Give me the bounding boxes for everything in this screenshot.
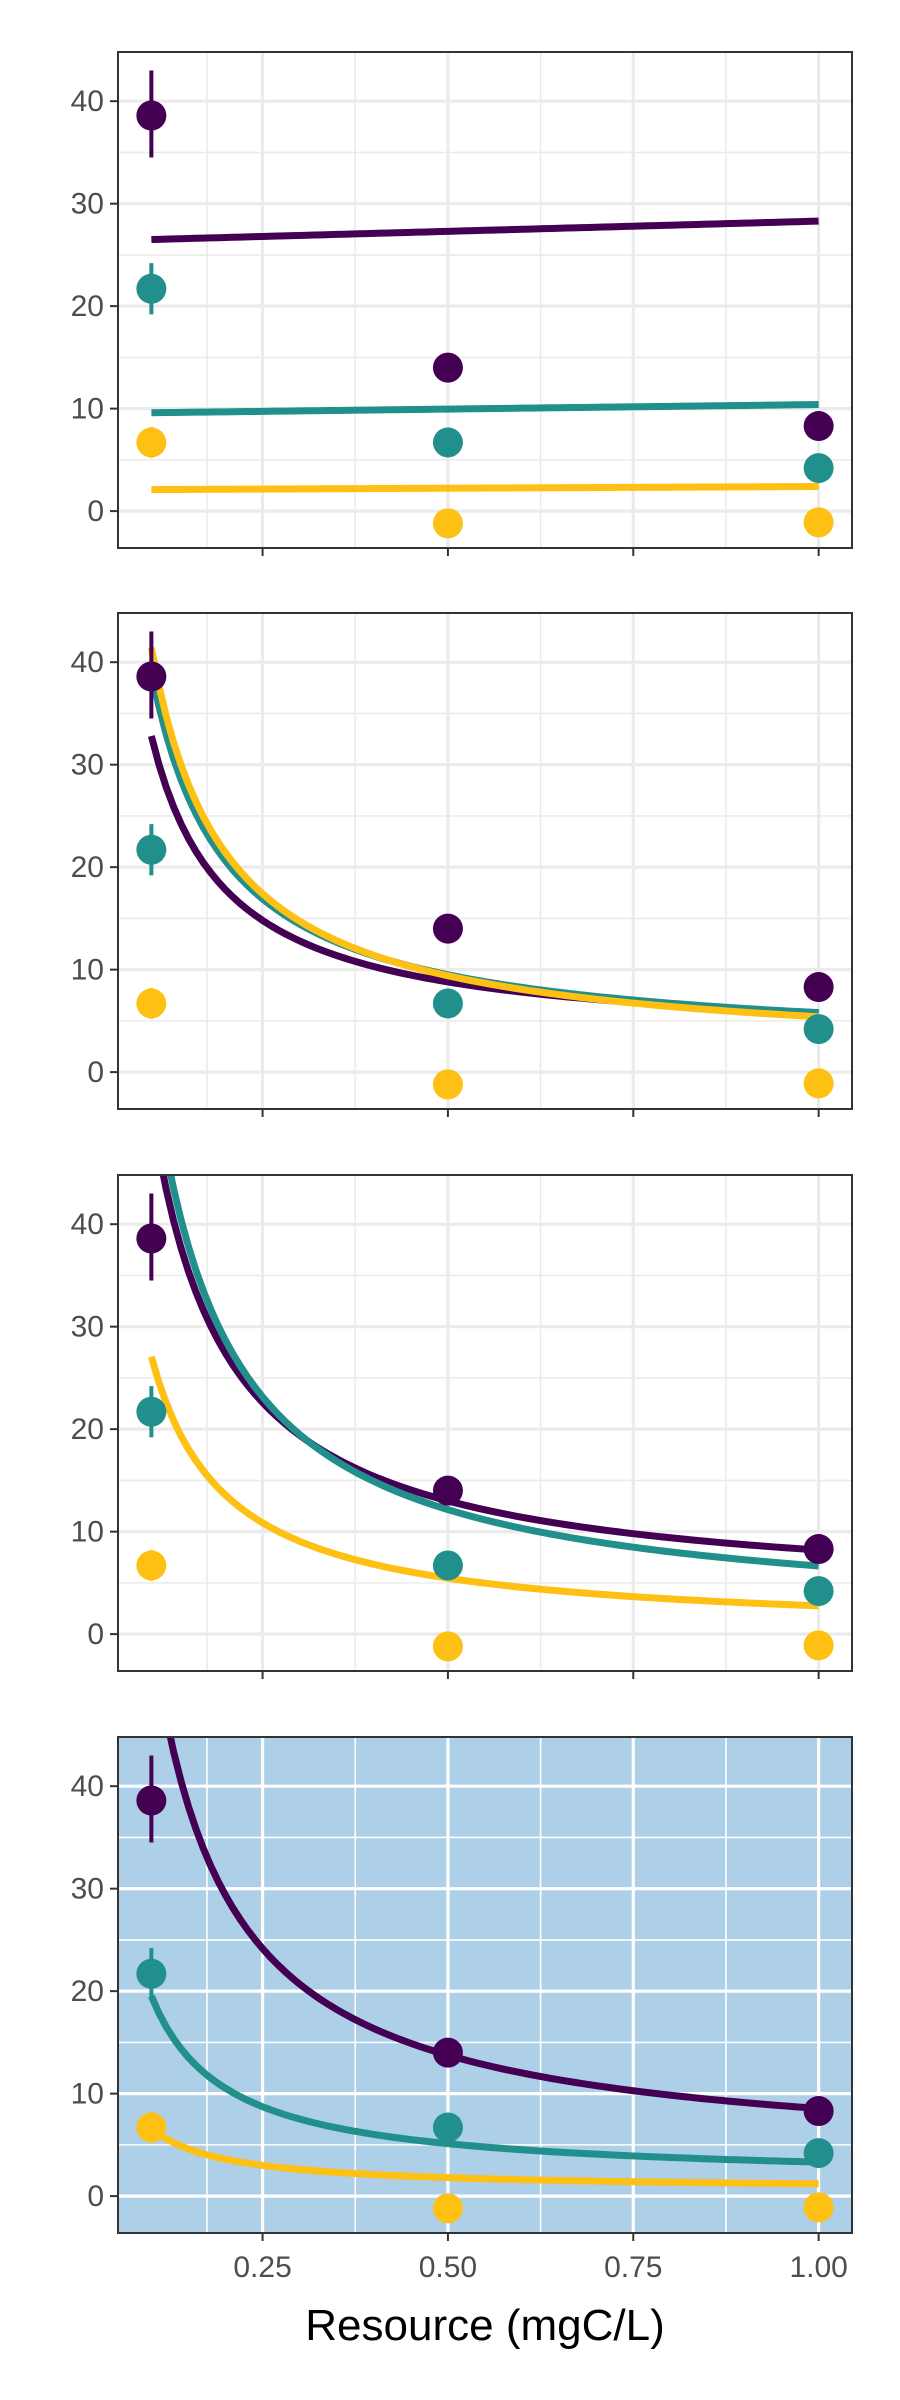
panel-border <box>117 1174 853 1672</box>
y-tick-label: 30 <box>71 1311 104 1344</box>
fit-curve-purple <box>166 1737 819 2112</box>
fit-curve-purple <box>151 217 819 244</box>
y-tick-label: 20 <box>71 1413 104 1446</box>
data-point-teal <box>432 2112 463 2143</box>
y-tick-label: 0 <box>87 1618 104 1651</box>
panel-3: 0 10 20 30 40 <box>71 1174 853 1679</box>
panel-background <box>118 613 852 1109</box>
y-tick-label: 20 <box>71 1975 104 2008</box>
data-point-teal <box>136 273 167 304</box>
panel-4: 0 10 20 30 40 <box>71 1736 853 2241</box>
y-tick-label: 20 <box>71 851 104 884</box>
data-point-purple <box>432 913 463 944</box>
panel-curves <box>147 647 819 1021</box>
data-point-purple <box>803 2096 834 2127</box>
panel-grid <box>118 1737 852 2233</box>
y-tick-label: 0 <box>87 1056 104 1089</box>
data-point-purple <box>136 1785 167 1816</box>
data-point-yellow <box>136 1550 167 1581</box>
panel-points <box>136 70 834 539</box>
panel-1: 0 10 20 30 40 <box>71 51 853 556</box>
fit-curve-yellow <box>148 1355 819 1610</box>
y-tick-label: 0 <box>87 2180 104 2213</box>
x-tick-label: 0.25 <box>233 2251 291 2284</box>
data-point-purple <box>136 1223 167 1254</box>
fit-curve-purple <box>159 1175 819 1554</box>
panel-background <box>118 1175 852 1671</box>
y-tick-label: 10 <box>71 393 104 426</box>
fit-curve-teal <box>148 1994 819 2166</box>
data-point-purple <box>432 2037 463 2068</box>
data-point-yellow <box>432 508 463 539</box>
fit-curve-teal <box>151 401 819 417</box>
data-point-teal <box>803 1576 834 1607</box>
x-axis-title: Resource (mgC/L) <box>305 2301 664 2350</box>
y-tick-label: 30 <box>71 749 104 782</box>
x-tick-label: 0.50 <box>419 2251 477 2284</box>
y-tick-label: 40 <box>71 646 104 679</box>
data-point-purple <box>136 661 167 692</box>
panel-2: 0 10 20 30 40 <box>71 612 853 1117</box>
data-point-teal <box>432 988 463 1019</box>
data-point-yellow <box>803 2192 834 2223</box>
y-tick-label: 30 <box>71 188 104 221</box>
panel-border <box>117 51 853 549</box>
data-point-yellow <box>136 2112 167 2143</box>
data-point-teal <box>136 1958 167 1989</box>
fit-curve-yellow <box>149 2125 819 2188</box>
data-point-yellow <box>136 988 167 1019</box>
x-axis: 0.25 0.50 0.75 1.00 <box>233 2251 847 2284</box>
x-tick-label: 1.00 <box>789 2251 847 2284</box>
data-point-teal <box>136 834 167 865</box>
data-point-yellow <box>803 507 834 538</box>
y-tick-label: 40 <box>71 85 104 118</box>
panel-grid <box>118 1175 852 1671</box>
data-point-teal <box>136 1396 167 1427</box>
panel-background <box>118 52 852 548</box>
y-tick-label: 20 <box>71 290 104 323</box>
data-point-yellow <box>432 2193 463 2224</box>
data-point-purple <box>803 1534 834 1565</box>
data-point-yellow <box>136 427 167 458</box>
y-tick-label: 10 <box>71 954 104 987</box>
panel-border <box>117 1736 853 2234</box>
y-tick-label: 0 <box>87 495 104 528</box>
panel-points <box>136 1193 834 1662</box>
data-point-teal <box>432 1550 463 1581</box>
panels-layer: 0 10 20 30 40 0 10 20 30 40 0 10 20 30 40 0 10 20 30 40 <box>71 51 853 2241</box>
panel-curves <box>148 1737 819 2188</box>
data-point-yellow <box>432 1069 463 1100</box>
y-tick-label: 30 <box>71 1873 104 1906</box>
panel-points <box>136 1755 834 2224</box>
data-point-teal <box>432 427 463 458</box>
data-point-purple <box>803 972 834 1003</box>
panel-curves <box>148 1175 819 1610</box>
fit-curve-yellow <box>147 647 819 1021</box>
panel-curves <box>151 217 819 494</box>
panel-points <box>136 631 834 1100</box>
y-tick-label: 40 <box>71 1770 104 1803</box>
y-tick-label: 40 <box>71 1208 104 1241</box>
panel-border <box>117 612 853 1110</box>
fit-curve-teal <box>167 1175 819 1570</box>
data-point-teal <box>803 453 834 484</box>
data-point-yellow <box>803 1630 834 1661</box>
y-tick-label: 10 <box>71 1516 104 1549</box>
data-point-purple <box>136 100 167 131</box>
x-tick-label: 0.75 <box>604 2251 662 2284</box>
data-point-purple <box>803 411 834 442</box>
data-point-purple <box>432 352 463 383</box>
panel-grid <box>118 613 852 1109</box>
data-point-yellow <box>803 1068 834 1099</box>
data-point-teal <box>803 2138 834 2169</box>
fit-curve-yellow <box>151 483 819 494</box>
data-point-yellow <box>432 1631 463 1662</box>
data-point-teal <box>803 1014 834 1045</box>
data-point-purple <box>432 1475 463 1506</box>
y-tick-label: 10 <box>71 2078 104 2111</box>
